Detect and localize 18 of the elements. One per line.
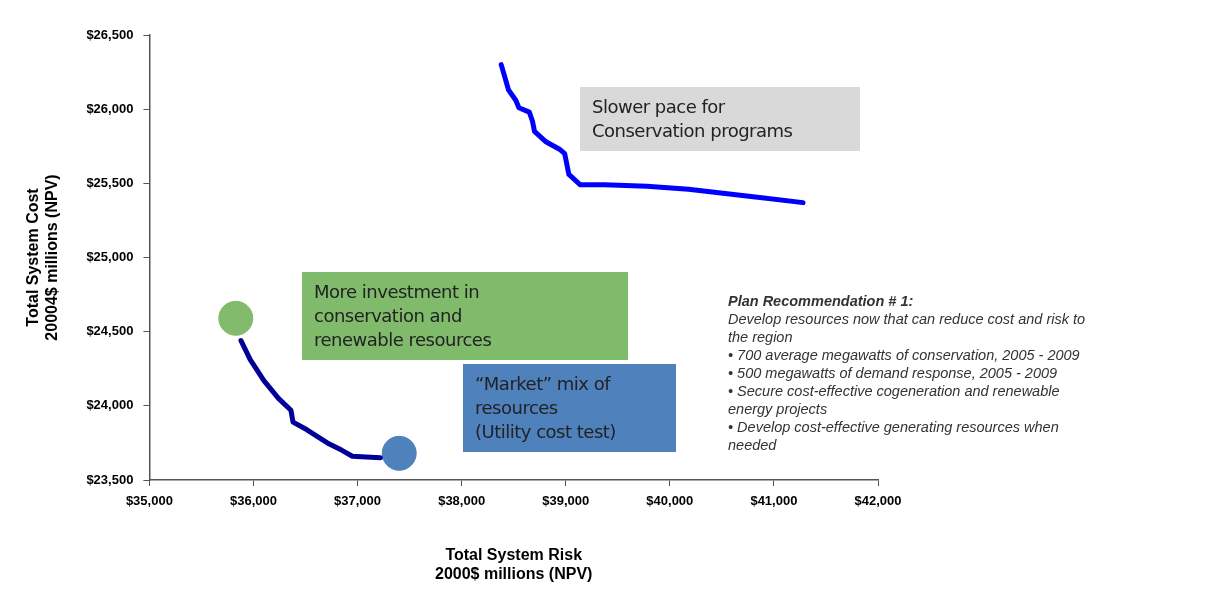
y-tick-label: $25,500 [86,174,134,190]
x-tick-label: $36,000 [229,493,277,509]
x-tick-label: $37,000 [334,493,382,509]
y-tick-label: $24,000 [86,397,134,413]
x-tick-label: $40,000 [646,493,694,509]
x-tick-label: $39,000 [542,493,590,509]
x-tick-label: $38,000 [438,493,486,509]
y-tick-label: $24,500 [86,323,134,339]
x-tick-label: $41,000 [750,493,798,509]
x-axis-title: Total System Risk 2000$ millions (NPV) [435,545,593,582]
text: Plan Recommendation # 1: Develop resources now that can reduce cost and risk to the region • 700 average megawatts of conservation, 2005 - 2009 • 500 megawatts of demand response, 2005 - 2009 • Secure cost-effective cogeneration and renewable energy projects • Develop cost-effective generating resources when needed [728,293,1086,453]
y-tick-label: $23,500 [86,471,134,487]
y-axis-title: Total System Cost 20004$ millions (NPV) [24,174,61,341]
x-tick-label: $42,000 [854,493,902,509]
y-tick-label: $25,000 [86,249,134,265]
y-tick-label: $26,000 [86,100,134,116]
y-tick-label: $26,500 [86,26,134,42]
x-tick-label: $35,000 [125,493,173,509]
